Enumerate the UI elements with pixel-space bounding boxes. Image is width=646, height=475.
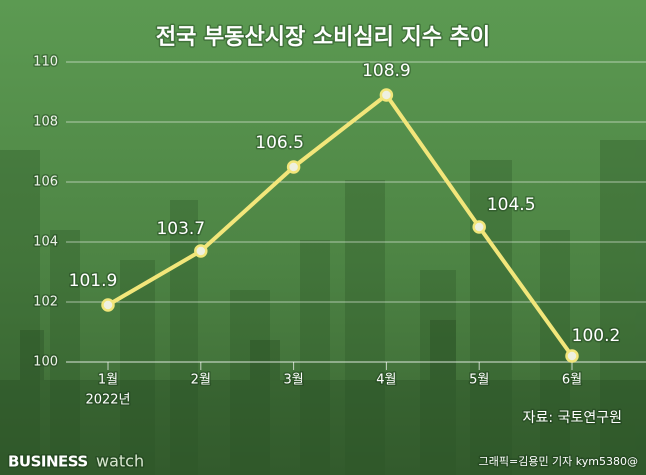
y-tick-label: 108 [33,115,58,130]
data-label: 103.7 [156,219,205,239]
marker [194,244,208,258]
city-backdrop [0,140,646,475]
marker [286,160,301,174]
y-tick-label: 104 [33,235,58,250]
y-tick-label: 110 [33,55,58,70]
y-tick-label: 106 [33,175,58,190]
x-tick-label: 3월 [283,373,303,388]
year-annotation: 2022년 [85,393,130,408]
logo-bold: BUSINESS [8,453,88,471]
data-label: 100.2 [572,326,621,346]
line [106,93,574,358]
x-tick-label: 5월 [469,373,489,388]
data-label: 101.9 [69,271,118,291]
marker [379,88,394,102]
data-label: 106.5 [255,133,304,153]
data-label: 104.5 [487,195,536,215]
chart-title: 전국 부동산시장 소비심리 지수 추이 [156,25,490,50]
x-tick-label: 6월 [562,373,582,388]
marker [565,349,579,363]
credit: 그래픽=김용민 기자 kym5380@ [479,455,638,468]
city-foreground [0,320,646,475]
x-tick-label: 2월 [191,373,211,388]
x-tick-label: 4월 [376,373,396,388]
data-label: 108.9 [362,61,411,81]
y-tick-label: 102 [33,295,58,310]
logo-light: watch [96,452,144,471]
source: 자료: 국토연구원 [523,410,622,426]
marker [472,220,486,234]
y-tick-label: 100 [33,355,58,370]
marker [101,298,115,312]
x-tick-label: 1월 [98,373,118,388]
plot: 100 102 104 106 108 110 1월 2월 3월 4월 5월 6월 101.9 103.7… [32,53,646,389]
